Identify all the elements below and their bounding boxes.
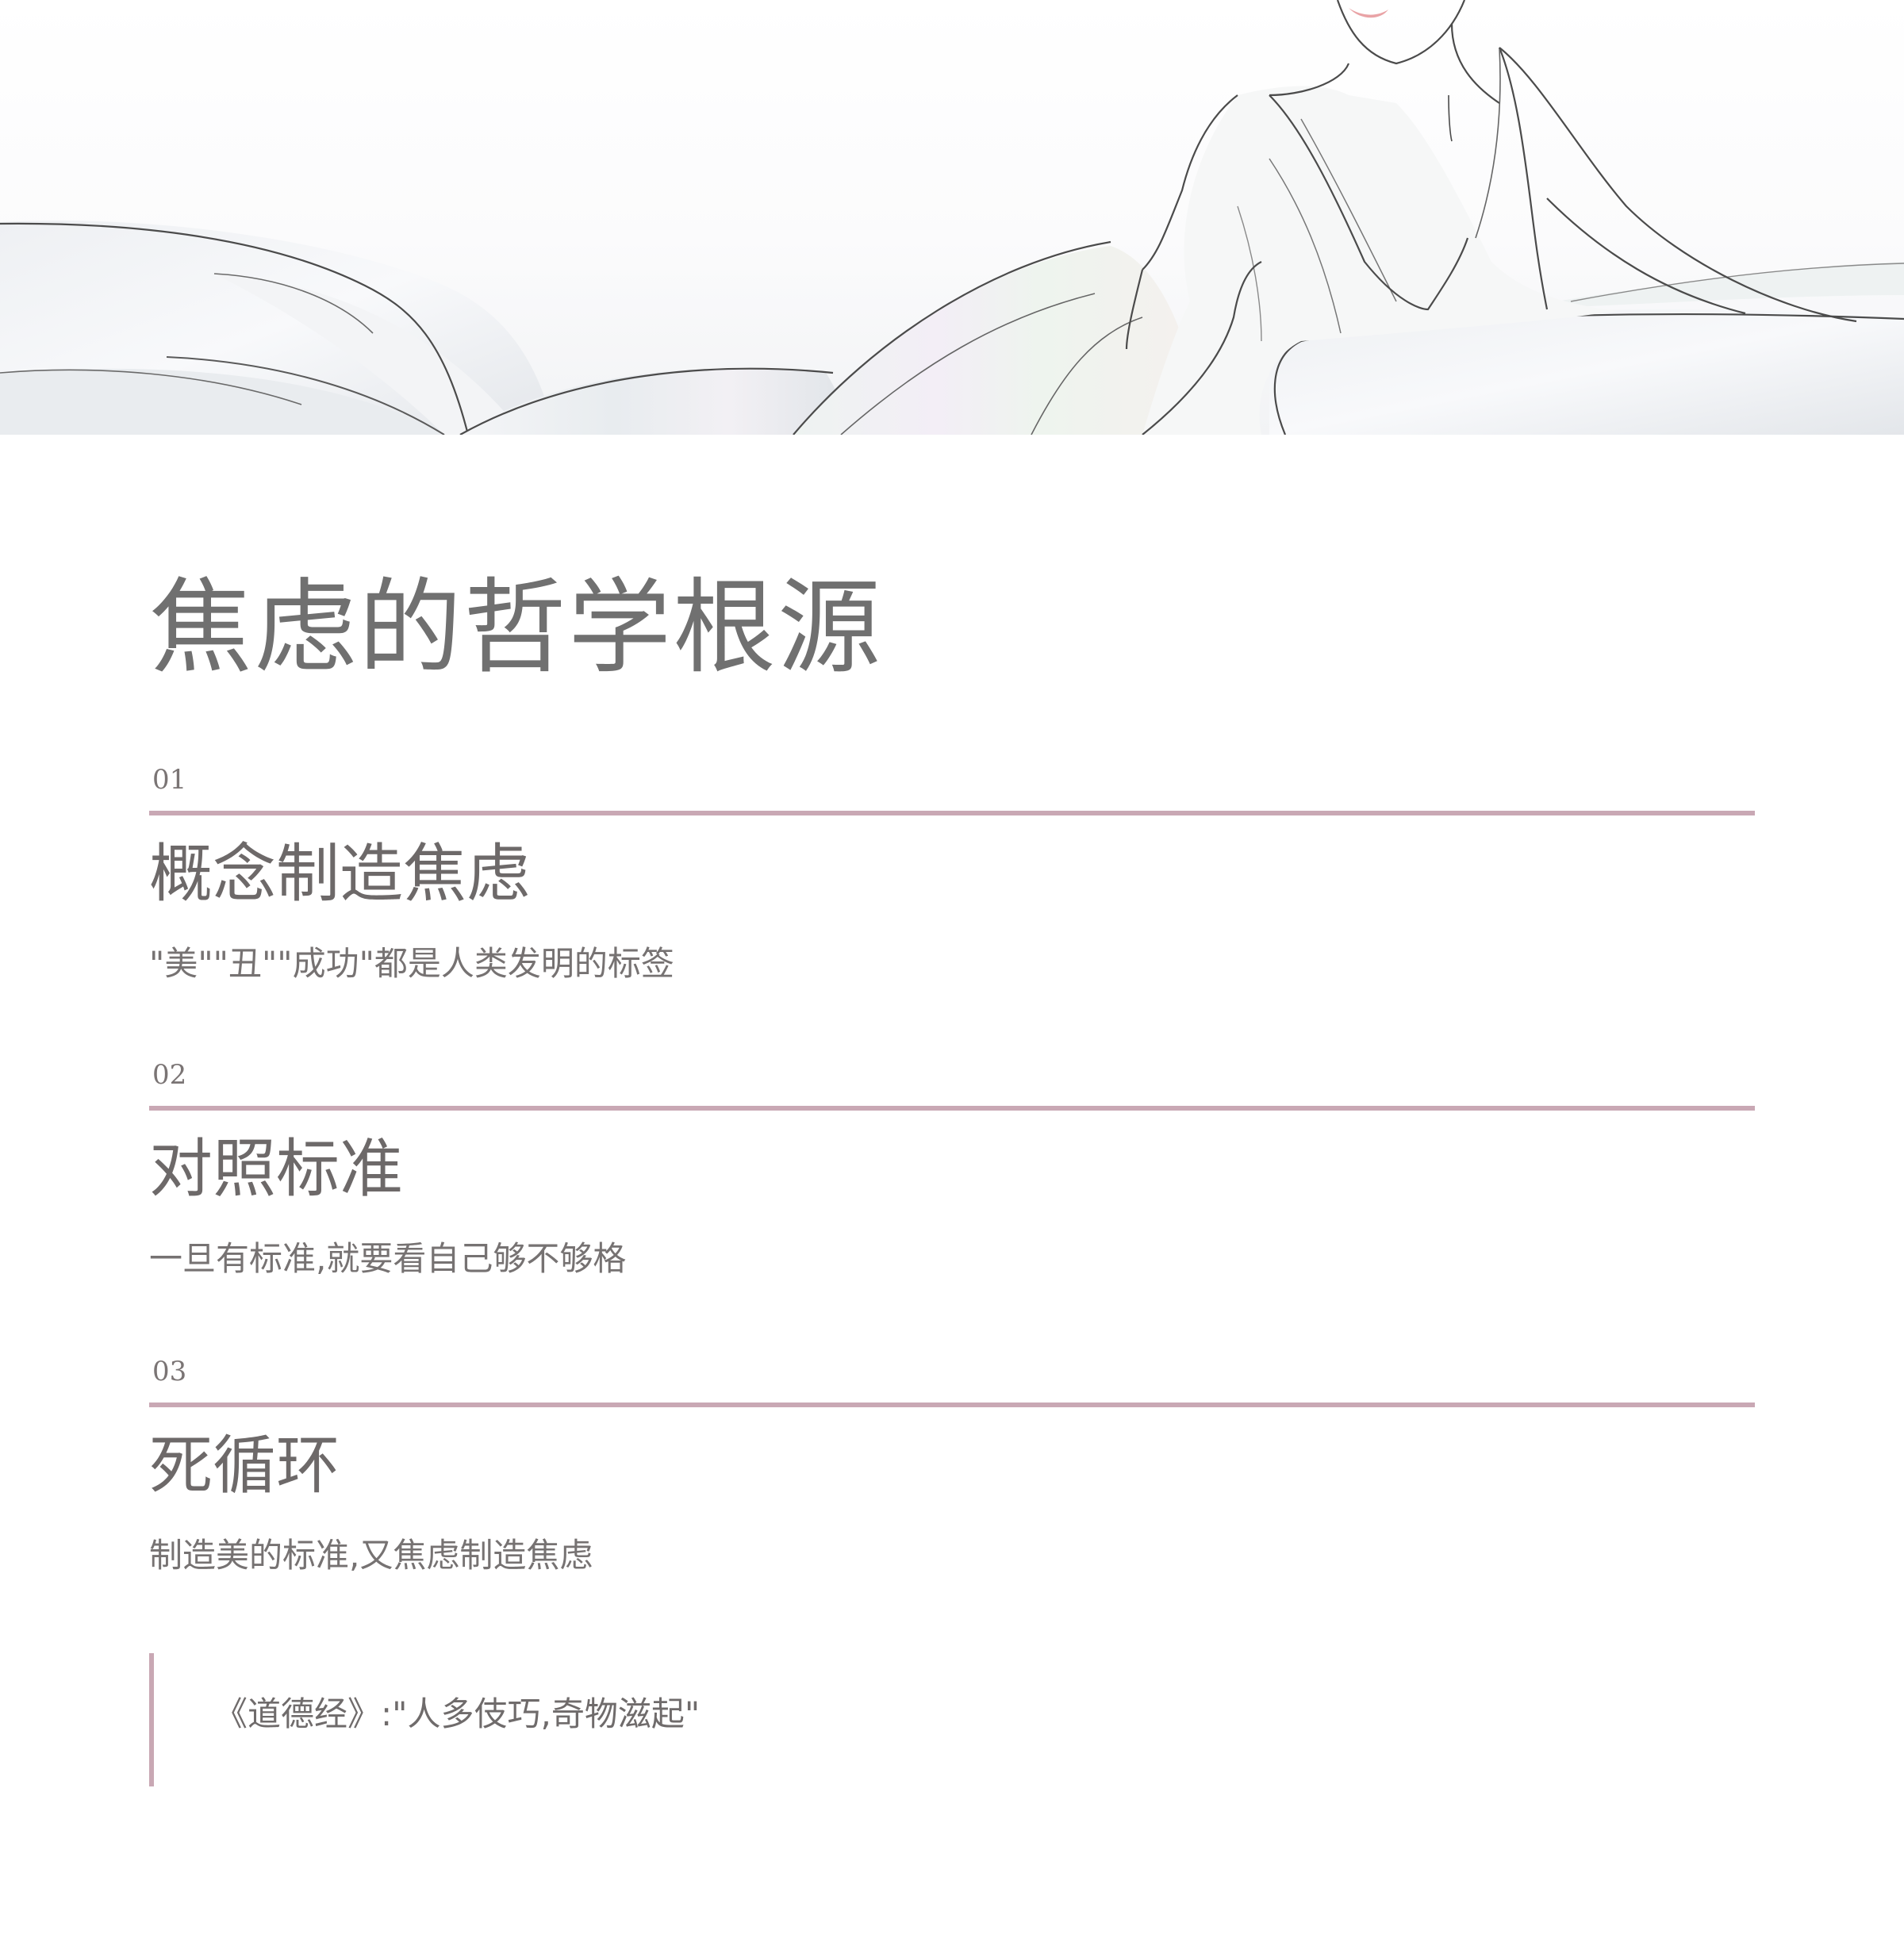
section-description: "美""丑""成功"都是人类发明的标签: [149, 944, 674, 983]
section-number: 02: [152, 1059, 187, 1091]
woman-satin-illustration: [0, 0, 1904, 435]
quote-text: 《道德经》:"人多伎巧,奇物滋起": [214, 1694, 701, 1733]
section-heading: 死循环: [149, 1429, 340, 1502]
section-number: 03: [152, 1356, 187, 1387]
section-number: 01: [152, 764, 187, 796]
section-description: 一旦有标准,就要看自己够不够格: [149, 1239, 627, 1278]
page-title: 焦虑的哲学根源: [149, 567, 883, 688]
section-divider: [149, 811, 1755, 815]
content-area: 焦虑的哲学根源 01 概念制造焦虑 "美""丑""成功"都是人类发明的标签 02…: [0, 435, 1904, 1934]
section-divider: [149, 1106, 1755, 1111]
section-heading: 对照标准: [149, 1132, 403, 1206]
section-heading: 概念制造焦虑: [149, 837, 530, 911]
section-description: 制造美的标准,又焦虑制造焦虑: [149, 1536, 593, 1575]
hero-illustration: [0, 0, 1904, 435]
section-divider: [149, 1403, 1755, 1407]
lips-icon: [1349, 8, 1388, 18]
quote-block: 《道德经》:"人多伎巧,奇物滋起": [149, 1653, 1423, 1786]
